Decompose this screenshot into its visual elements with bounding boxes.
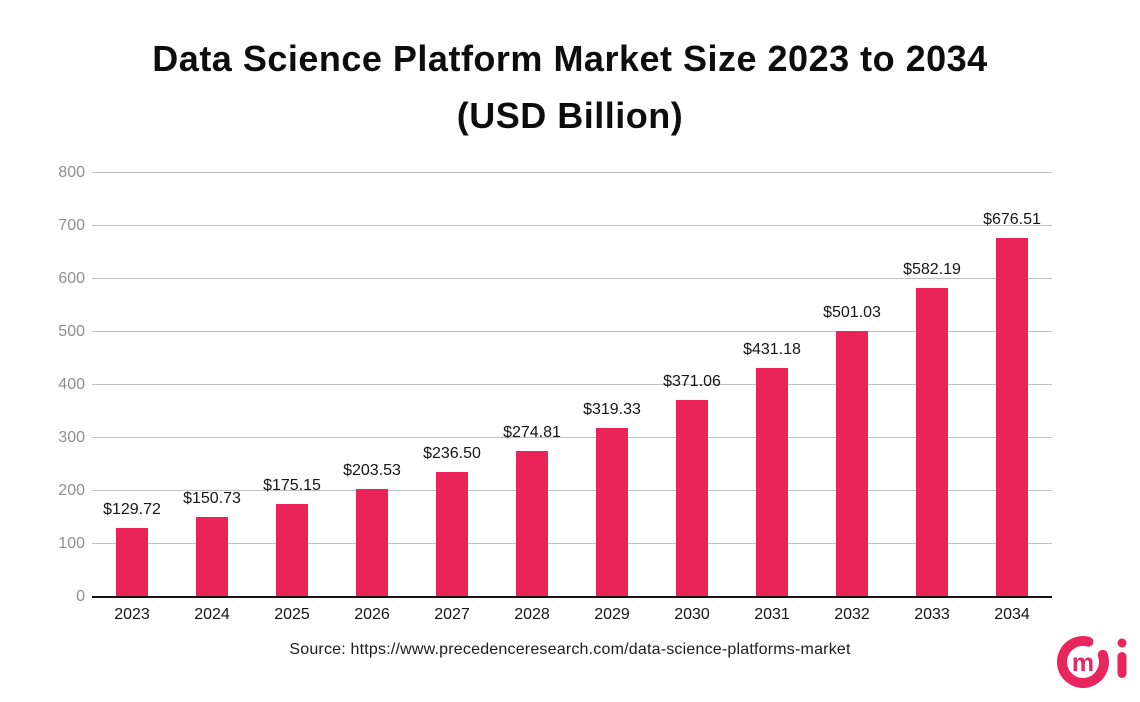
bar-group-2028: $274.81 2028 — [492, 173, 572, 623]
bar-value-label-2033: $582.19 — [903, 261, 961, 279]
bar-group-2032: $501.03 2032 — [812, 173, 892, 623]
bar-group-2027: $236.50 2027 — [412, 173, 492, 623]
bar-value-label-2034: $676.51 — [983, 211, 1041, 229]
bar-value-label-2029: $319.33 — [583, 400, 641, 418]
gridline-700 — [92, 225, 1052, 226]
y-tick-label-100: 100 — [58, 535, 85, 552]
bar-value-label-2028: $274.81 — [503, 424, 561, 442]
bar-value-label-2030: $371.06 — [663, 373, 721, 391]
x-axis-label-2034: 2034 — [994, 606, 1030, 623]
y-tick-label-700: 700 — [58, 217, 85, 234]
bar-2027 — [436, 471, 468, 597]
y-tick-label-200: 200 — [58, 482, 85, 499]
gridline-500 — [92, 331, 1052, 332]
gridline-100 — [92, 543, 1052, 544]
bar-group-2030: $371.06 2030 — [652, 173, 732, 623]
bar-group-2025: $175.15 2025 — [252, 173, 332, 623]
y-tick-label-300: 300 — [58, 429, 85, 446]
chart-title-line2: (USD Billion) — [456, 95, 684, 136]
bar-2031 — [756, 368, 788, 597]
bar-2030 — [676, 400, 708, 597]
x-axis-label-2028: 2028 — [514, 606, 550, 623]
x-axis-label-2025: 2025 — [274, 606, 310, 623]
bar-group-2033: $582.19 2033 — [892, 173, 972, 623]
bar-2026 — [356, 489, 388, 597]
x-axis-label-2029: 2029 — [594, 606, 630, 623]
bar-group-2031: $431.18 2031 — [732, 173, 812, 623]
bar-value-label-2024: $150.73 — [183, 490, 241, 508]
bar-value-label-2026: $203.53 — [343, 462, 401, 480]
y-tick-label-800: 800 — [58, 164, 85, 181]
bars-container: $129.72 2023 $150.73 2024 $175.15 2025 $203.53… — [92, 173, 1052, 623]
chart-title: Data Science Platform Market Size 2023 t… — [0, 30, 1140, 144]
svg-text:m: m — [1072, 649, 1094, 677]
bar-group-2024: $150.73 2024 — [172, 173, 252, 623]
logo-i-icon — [1117, 638, 1127, 678]
x-axis-label-2030: 2030 — [674, 606, 710, 623]
bar-value-label-2031: $431.18 — [743, 341, 801, 359]
bar-value-label-2025: $175.15 — [263, 477, 321, 495]
gridline-400 — [92, 384, 1052, 385]
bar-value-label-2032: $501.03 — [823, 304, 881, 322]
bar-2023 — [116, 528, 148, 597]
bar-2025 — [276, 504, 308, 597]
y-tick-label-0: 0 — [76, 588, 85, 605]
gridline-300 — [92, 437, 1052, 438]
bar-2024 — [196, 517, 228, 597]
x-axis-label-2023: 2023 — [114, 606, 150, 623]
x-axis-label-2027: 2027 — [434, 606, 470, 623]
plot-area: 0 100 200 300 400 500 600 700 800 $129.72 2023 $15… — [58, 164, 1052, 623]
brand-logo: m — [1056, 630, 1134, 694]
x-axis-label-2026: 2026 — [354, 606, 390, 623]
logo-circle-icon — [1057, 636, 1109, 688]
x-axis-line — [92, 596, 1052, 598]
bar-group-2029: $319.33 2029 — [572, 173, 652, 623]
bar-value-label-2023: $129.72 — [103, 501, 161, 519]
logo-m-icon: m — [1072, 649, 1094, 677]
bar-2029 — [596, 427, 628, 597]
y-tick-label-600: 600 — [58, 270, 85, 287]
x-axis-label-2033: 2033 — [914, 606, 950, 623]
bar-2034 — [996, 238, 1028, 597]
y-tick-label-400: 400 — [58, 376, 85, 393]
bar-2028 — [516, 451, 548, 597]
gridline-800 — [92, 172, 1052, 173]
bar-group-2023: $129.72 2023 — [92, 173, 172, 623]
bar-group-2026: $203.53 2026 — [332, 173, 412, 623]
bar-2032 — [836, 331, 868, 597]
x-axis-label-2031: 2031 — [754, 606, 790, 623]
bar-value-label-2027: $236.50 — [423, 444, 481, 462]
x-axis-label-2032: 2032 — [834, 606, 870, 623]
gridline-200 — [92, 490, 1052, 491]
x-axis-label-2024: 2024 — [194, 606, 230, 623]
bar-group-2034: $676.51 2034 — [972, 173, 1052, 623]
gridline-600 — [92, 278, 1052, 279]
source-text: Source: https://www.precedenceresearch.c… — [289, 641, 851, 658]
bar-2033 — [916, 288, 948, 597]
y-tick-label-500: 500 — [58, 323, 85, 340]
chart-title-line1: Data Science Platform Market Size 2023 t… — [152, 38, 988, 79]
